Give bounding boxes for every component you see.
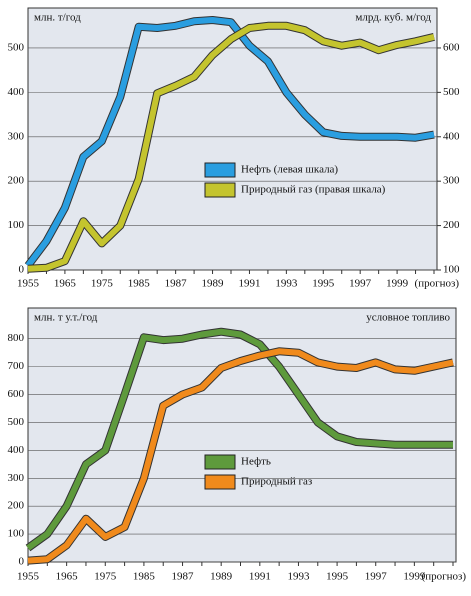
y2-tick-label: 400 <box>443 130 460 142</box>
y-tick-label: 200 <box>8 500 25 512</box>
y2-tick-label: 300 <box>443 175 460 187</box>
y-tick-label: 0 <box>19 556 25 568</box>
x-tick-label: 1955 <box>17 278 40 290</box>
annotation: условное топливо <box>366 312 450 324</box>
x-tick-label: 1999 <box>386 278 409 290</box>
x-tick-label: (прогноз) <box>422 571 467 583</box>
series-line <box>26 328 453 551</box>
x-tick-label: 1993 <box>275 278 298 290</box>
x-tick-label: 1985 <box>133 571 156 583</box>
plot-area <box>27 307 457 563</box>
y-tick-label: 300 <box>8 130 25 142</box>
y2-tick-label: 200 <box>443 219 460 231</box>
y-axis-label: млн. т/год <box>34 12 81 24</box>
y-tick-label: 500 <box>8 416 25 428</box>
x-tick-label: 1975 <box>94 571 117 583</box>
y-tick-label: 500 <box>8 41 25 53</box>
legend-swatch <box>204 454 236 470</box>
y-axis-label: млн. т у.т./год <box>34 312 98 324</box>
x-tick-label: 1995 <box>312 278 335 290</box>
series-line <box>25 17 435 268</box>
x-tick-label: 1991 <box>238 278 260 290</box>
y-tick-label: 600 <box>8 388 25 400</box>
y-tick-label: 200 <box>8 175 25 187</box>
x-tick-label: 1995 <box>326 571 349 583</box>
y2-tick-label: 100 <box>443 264 460 276</box>
y-tick-label: 400 <box>8 86 25 98</box>
y-tick-label: 0 <box>19 264 25 276</box>
x-tick-label: 1975 <box>91 278 114 290</box>
legend-label: Природный газ (правая шкала) <box>241 184 386 196</box>
y-tick-label: 800 <box>8 332 25 344</box>
x-tick-label: 1965 <box>54 278 77 290</box>
x-tick-label: 1991 <box>249 571 271 583</box>
series-line <box>27 22 435 272</box>
x-tick-label: 1993 <box>287 571 310 583</box>
legend-label: Природный газ <box>241 476 312 488</box>
x-tick-label: 1997 <box>349 278 372 290</box>
legend-swatch <box>204 182 236 198</box>
y-tick-label: 400 <box>8 444 25 456</box>
x-tick-label: 1989 <box>210 571 233 583</box>
x-tick-label: 1955 <box>17 571 40 583</box>
y2-tick-label: 500 <box>443 86 460 98</box>
y2-tick-label: 600 <box>443 41 460 53</box>
x-tick-label: 1965 <box>56 571 79 583</box>
y-tick-label: 100 <box>8 528 25 540</box>
y-tick-label: 100 <box>8 219 25 231</box>
series-line <box>27 348 454 564</box>
y-tick-label: 300 <box>8 472 25 484</box>
legend-swatch <box>204 162 236 178</box>
legend-label: Нефть <box>241 456 271 468</box>
x-tick-label: 1987 <box>172 571 195 583</box>
x-tick-label: 1989 <box>202 278 225 290</box>
legend-swatch <box>204 474 236 490</box>
x-tick-label: 1997 <box>365 571 388 583</box>
y2-axis-label: млрд. куб. м/год <box>355 12 431 24</box>
x-tick-label: 1999 <box>403 571 426 583</box>
x-tick-label: (прогноз) <box>415 278 460 290</box>
x-tick-label: 1985 <box>128 278 151 290</box>
x-tick-label: 1987 <box>165 278 188 290</box>
legend-label: Нефть (левая шкала) <box>241 164 338 176</box>
y-tick-label: 700 <box>8 360 25 372</box>
